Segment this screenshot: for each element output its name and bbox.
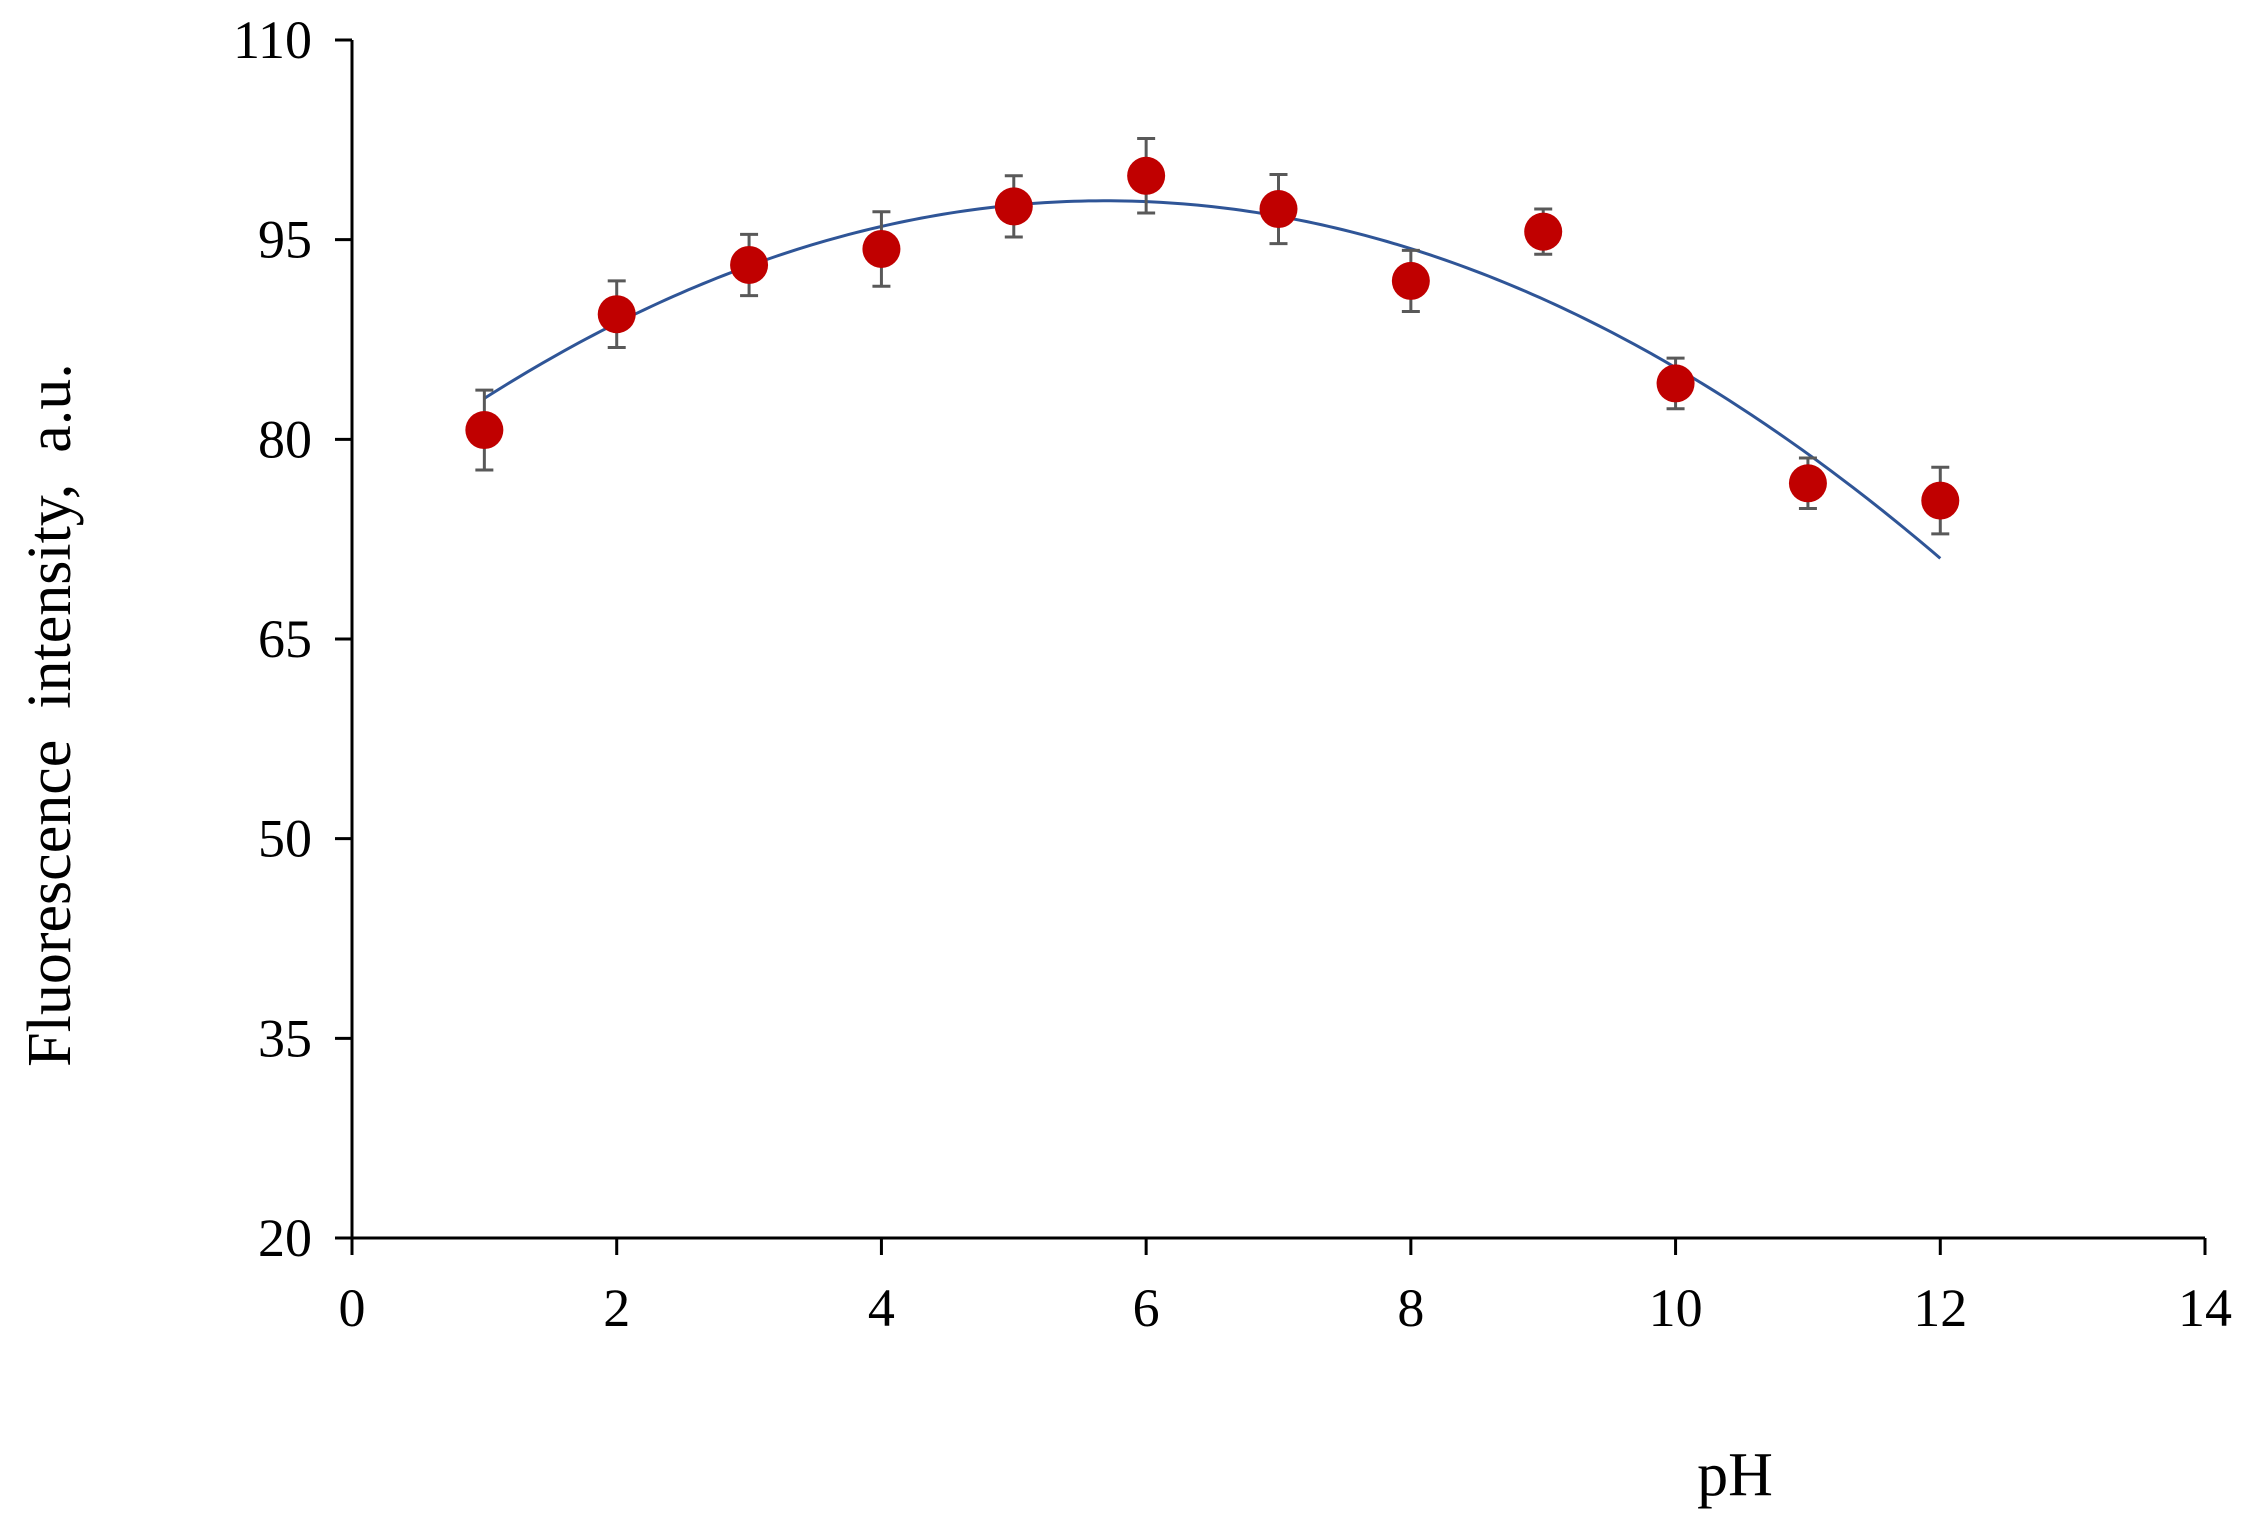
data-point (1788, 464, 1827, 503)
x-tick-label: 14 (2178, 1278, 2232, 1338)
error-bars (475, 137, 1950, 536)
trendline-layer (483, 199, 1942, 560)
x-tick-label: 2 (603, 1278, 630, 1338)
x-tick-label: 0 (339, 1278, 366, 1338)
data-point (730, 245, 769, 284)
data-point (465, 411, 504, 450)
y-ticks: 20 35 50 65 80 95 110 (233, 10, 352, 1268)
data-point (1921, 481, 1960, 520)
y-tick-label: 35 (258, 1008, 312, 1068)
trendline (483, 199, 1942, 560)
x-tick-label: 6 (1133, 1278, 1160, 1338)
x-tick-label: 4 (868, 1278, 895, 1338)
x-tick-label: 10 (1649, 1278, 1703, 1338)
data-point (1524, 212, 1563, 251)
x-tick-label: 8 (1397, 1278, 1424, 1338)
y-tick-label: 110 (233, 10, 312, 70)
data-point (597, 295, 636, 334)
y-tick-label: 20 (258, 1208, 312, 1268)
x-tick-label: 12 (1913, 1278, 1967, 1338)
data-point (994, 187, 1033, 226)
data-point (1127, 156, 1166, 195)
y-axis-title: Fluorescence intensity, a.u. (16, 363, 84, 1067)
x-axis-title: pH (1697, 1441, 1773, 1509)
data-points (465, 156, 1960, 520)
data-point (862, 229, 901, 268)
y-tick-label: 95 (258, 210, 312, 270)
x-ticks: 0 2 4 6 8 10 12 14 (339, 1238, 2232, 1338)
y-tick-label: 50 (258, 809, 312, 869)
data-point (1656, 364, 1695, 403)
y-tick-label: 65 (258, 609, 312, 669)
data-point (1259, 190, 1298, 229)
y-tick-label: 80 (258, 409, 312, 469)
data-point (1391, 261, 1430, 300)
